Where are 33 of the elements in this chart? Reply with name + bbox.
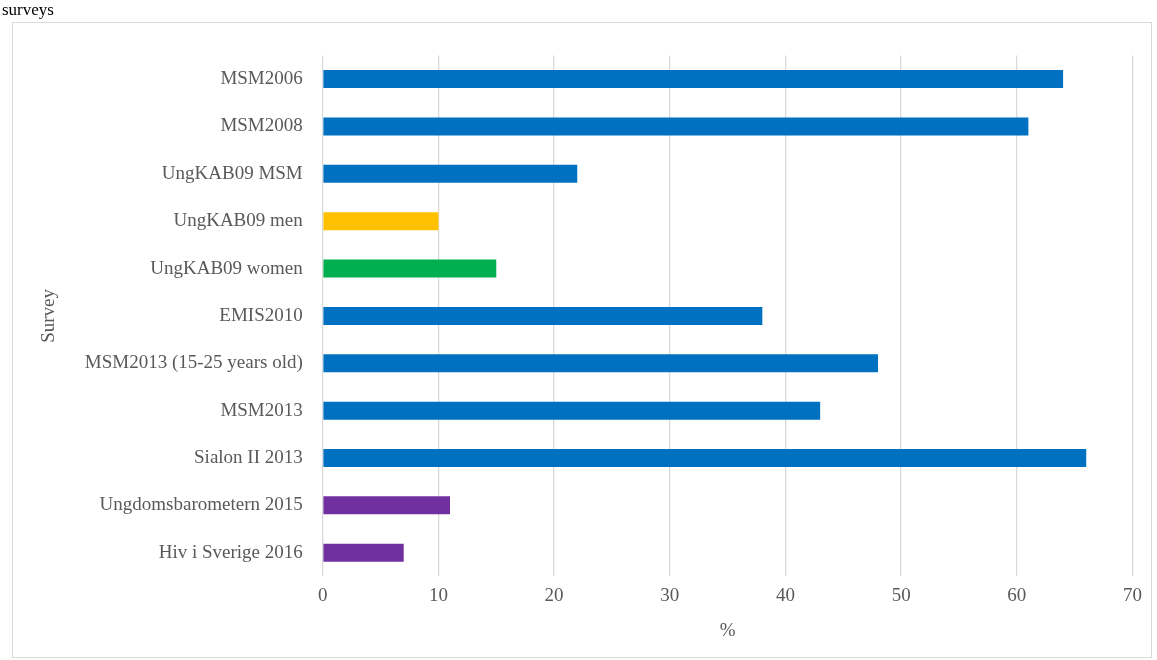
y-tick-label: EMIS2010 xyxy=(219,303,303,325)
x-tick-label: 20 xyxy=(544,583,564,605)
y-tick-label: Hiv i Sverige 2016 xyxy=(158,540,303,562)
y-tick-label: MSM2006 xyxy=(220,67,303,89)
bar xyxy=(323,401,821,420)
bar xyxy=(323,306,763,325)
y-tick-label: UngKAB09 women xyxy=(150,256,304,278)
bar xyxy=(323,70,1064,89)
y-tick-label: MSM2008 xyxy=(220,114,303,136)
x-tick-label: 60 xyxy=(1007,583,1027,605)
bar xyxy=(323,543,404,562)
y-tick-label: Ungdomsbarometern 2015 xyxy=(99,493,303,515)
y-tick-label: MSM2013 (15-25 years old) xyxy=(84,351,303,374)
bar xyxy=(323,259,497,278)
x-tick-label: 30 xyxy=(660,583,680,605)
x-tick-label: 0 xyxy=(318,583,328,605)
y-tick-label: UngKAB09 MSM xyxy=(161,161,303,183)
y-tick-label: MSM2013 xyxy=(220,398,303,420)
y-axis-title: Survey xyxy=(37,288,59,343)
y-tick-label: Sialon II 2013 xyxy=(194,445,303,467)
x-tick-label: 10 xyxy=(428,583,448,605)
text: surveys xyxy=(2,0,54,20)
x-tick-label: 40 xyxy=(775,583,795,605)
bar xyxy=(323,117,1029,136)
y-tick-label: UngKAB09 men xyxy=(173,209,304,231)
bar xyxy=(323,448,1087,467)
bar xyxy=(323,354,879,373)
bar xyxy=(323,164,578,183)
bar xyxy=(323,496,450,515)
x-tick-label: 70 xyxy=(1123,583,1142,605)
bar xyxy=(323,212,439,231)
x-axis-title: % xyxy=(719,618,736,640)
x-tick-label: 50 xyxy=(891,583,911,605)
